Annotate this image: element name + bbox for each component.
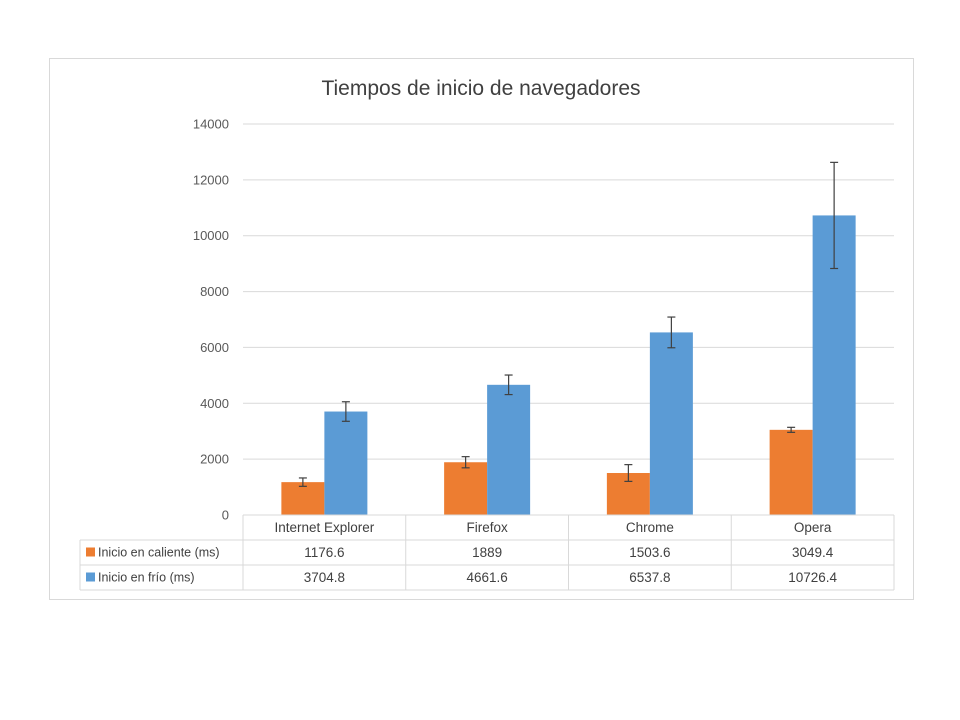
chart-title: Tiempos de inicio de navegadores bbox=[321, 77, 640, 100]
data-table-value: 6537.8 bbox=[629, 570, 670, 585]
legend-label: Inicio en frío (ms) bbox=[98, 571, 195, 585]
bar-caliente-3 bbox=[769, 429, 813, 515]
data-table-value: 1889 bbox=[472, 545, 502, 560]
data-table-value: 3704.8 bbox=[304, 570, 345, 585]
data-table-value: 10726.4 bbox=[788, 570, 837, 585]
y-tick-label: 2000 bbox=[200, 452, 229, 467]
legend-label: Inicio en caliente (ms) bbox=[98, 546, 220, 560]
legend-key bbox=[86, 547, 95, 557]
error-bar-caliente-1 bbox=[461, 456, 470, 469]
error-bar-frio-2 bbox=[667, 316, 676, 349]
bar-caliente-1 bbox=[444, 462, 488, 515]
error-bar-caliente-0 bbox=[298, 477, 307, 487]
y-axis-ticks: 0 2000 4000 6000 8000 10000 12000 14000 bbox=[193, 117, 229, 523]
bar-frio-1 bbox=[487, 384, 531, 515]
y-tick-label: 14000 bbox=[193, 117, 229, 132]
y-tick-label: 0 bbox=[222, 508, 229, 523]
category-label: Chrome bbox=[626, 520, 674, 535]
bar-frio-2 bbox=[649, 332, 693, 515]
y-tick-label: 6000 bbox=[200, 340, 229, 355]
error-bar-caliente-2 bbox=[624, 464, 633, 482]
data-table-value: 3049.4 bbox=[792, 545, 834, 560]
y-tick-label: 10000 bbox=[193, 228, 229, 243]
category-label: Internet Explorer bbox=[274, 520, 374, 535]
bar-frio-0 bbox=[324, 411, 368, 515]
bar-caliente-0 bbox=[281, 482, 325, 515]
category-label: Firefox bbox=[466, 520, 508, 535]
bars bbox=[281, 215, 856, 515]
y-tick-label: 12000 bbox=[193, 172, 229, 187]
data-table: Internet Explorer Firefox Chrome Opera Inici… bbox=[79, 514, 895, 591]
data-table-value: 1176.6 bbox=[304, 545, 344, 560]
y-tick-label: 8000 bbox=[200, 284, 229, 299]
error-bars bbox=[298, 161, 839, 487]
error-bar-frio-3 bbox=[830, 161, 839, 270]
error-bar-frio-0 bbox=[341, 401, 350, 422]
error-bar-caliente-3 bbox=[787, 426, 796, 433]
data-table-value: 4661.6 bbox=[466, 570, 507, 585]
gridlines bbox=[243, 123, 894, 460]
category-label: Opera bbox=[794, 520, 832, 535]
error-bar-frio-1 bbox=[504, 374, 513, 396]
y-tick-label: 4000 bbox=[200, 396, 229, 411]
legend-key bbox=[86, 572, 95, 582]
data-table-value: 1503.6 bbox=[629, 545, 670, 560]
